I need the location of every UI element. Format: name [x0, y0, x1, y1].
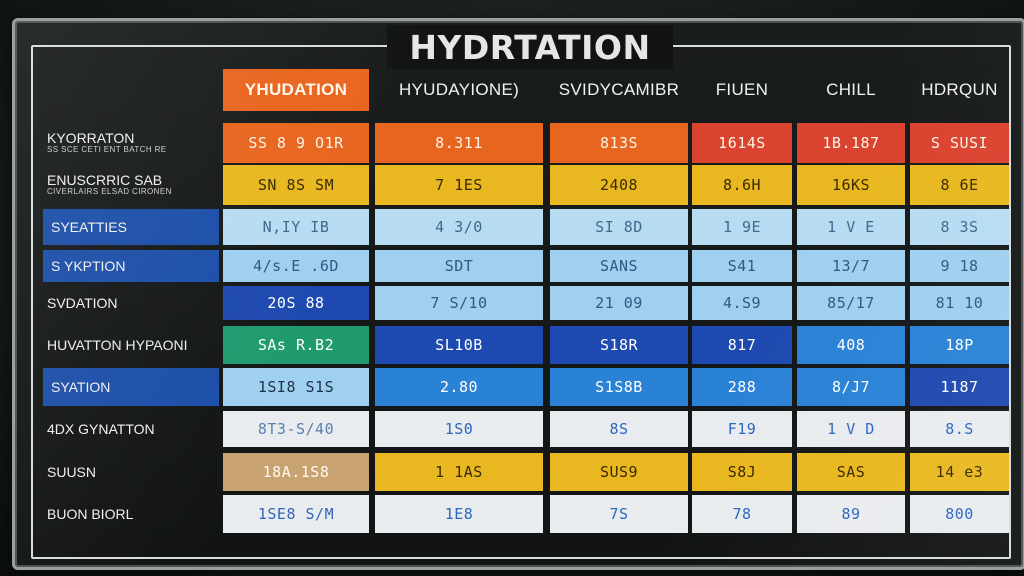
- table-cell: N,IY IB: [223, 209, 369, 245]
- table-cell: S41: [692, 250, 792, 282]
- column-header: HDRQUN: [921, 80, 998, 99]
- table-cell: 8.6H: [692, 165, 792, 205]
- row-label: SUUSN: [39, 453, 219, 491]
- table-cell: 1 V D: [797, 411, 905, 447]
- table-cell: 81 10: [910, 286, 1009, 320]
- table-cell: SAS: [797, 453, 905, 491]
- table-cell: SL10B: [375, 326, 543, 364]
- column-header: CHILL: [826, 80, 876, 99]
- row-label-text: SYATION: [51, 379, 111, 395]
- table-cell: S18R: [550, 326, 688, 364]
- row-label-text: S YKPTION: [51, 258, 126, 274]
- row-label-subtext: SS SCE CETI ENT BATCH RE: [47, 145, 167, 155]
- row-label: BUON BIORL: [39, 495, 219, 533]
- table-cell: 1187: [910, 368, 1009, 406]
- hydration-chart-board: HYDRTATION YHUDATION HYUDAYIONE) SVIDYCAMI…: [12, 18, 1024, 570]
- table-cell: 13/7: [797, 250, 905, 282]
- table-cell: 4/s.E .6D: [223, 250, 369, 282]
- row-label-text: SVDATION: [47, 295, 118, 311]
- table-cell: 1B.187: [797, 123, 905, 163]
- table-cell: SUS9: [550, 453, 688, 491]
- table-cell: 800: [910, 495, 1009, 533]
- column-header: YHUDATION: [223, 69, 369, 111]
- row-label: SYEATTIES: [43, 209, 219, 245]
- table-cell: 8/J7: [797, 368, 905, 406]
- table-cell: 1614S: [692, 123, 792, 163]
- column-header: SVIDYCAMIBR: [558, 80, 680, 99]
- row-label: SVDATION: [39, 286, 219, 320]
- table-cell: 9 18: [910, 250, 1009, 282]
- table-cell: 14 e3: [910, 453, 1009, 491]
- row-label-text: ENUSCRRIC SAB: [47, 172, 163, 189]
- table-cell: 16KS: [797, 165, 905, 205]
- table-cell: 20S 88: [223, 286, 369, 320]
- table-cell: SAs R.B2: [223, 326, 369, 364]
- table-cell: SDT: [375, 250, 543, 282]
- table-cell: 1 V E: [797, 209, 905, 245]
- table-cell: 1SE8 S/M: [223, 495, 369, 533]
- row-label: HUVATTON HYPAONI: [39, 326, 219, 364]
- row-label: KYORRATON SS SCE CETI ENT BATCH RE: [39, 123, 219, 163]
- table-cell: SI 8D: [550, 209, 688, 245]
- table-cell: 813S: [550, 123, 688, 163]
- table-cell: 85/17: [797, 286, 905, 320]
- table-cell: 1 1AS: [375, 453, 543, 491]
- table-cell: 18P: [910, 326, 1009, 364]
- table-cell: 2408: [550, 165, 688, 205]
- table-cell: F19: [692, 411, 792, 447]
- table-cell: 4 3/0: [375, 209, 543, 245]
- row-label: ENUSCRRIC SAB CIVERLAIRS ELSAD CIRONEN: [39, 165, 219, 205]
- table-cell: 8.S: [910, 411, 1009, 447]
- table-cell: 7 1ES: [375, 165, 543, 205]
- row-label-subtext: CIVERLAIRS ELSAD CIRONEN: [47, 187, 172, 197]
- table-cell: 1SI8 S1S: [223, 368, 369, 406]
- table-cell: 8.311: [375, 123, 543, 163]
- row-label: 4DX GYNATTON: [39, 411, 219, 447]
- row-label-text: HUVATTON HYPAONI: [47, 337, 188, 353]
- table-cell: 1 9E: [692, 209, 792, 245]
- table-cell: SS 8 9 O1R: [223, 123, 369, 163]
- row-label-text: SUUSN: [47, 464, 97, 480]
- table-cell: 78: [692, 495, 792, 533]
- title-plate: HYDRTATION: [387, 25, 673, 69]
- table-cell: 408: [797, 326, 905, 364]
- table-cell: 7S: [550, 495, 688, 533]
- table-cell: 817: [692, 326, 792, 364]
- table-cell: 8S: [550, 411, 688, 447]
- row-label: SYATION: [43, 368, 219, 406]
- table-cell: 8 6E: [910, 165, 1009, 205]
- table-cell: 89: [797, 495, 905, 533]
- row-label-text: KYORRATON: [47, 130, 135, 147]
- row-label-text: 4DX GYNATTON: [47, 421, 155, 437]
- table-cell: 1S0: [375, 411, 543, 447]
- table-cell: 4.S9: [692, 286, 792, 320]
- column-header: FIUEN: [715, 80, 769, 99]
- column-header: HYUDAYIONE): [398, 80, 520, 99]
- row-label-text: SYEATTIES: [51, 219, 127, 235]
- table-cell: S8J: [692, 453, 792, 491]
- table-cell: SANS: [550, 250, 688, 282]
- table-cell: 8T3-S/40: [223, 411, 369, 447]
- row-label: S YKPTION: [43, 250, 219, 282]
- table-cell: 18A.1S8: [223, 453, 369, 491]
- table-cell: 7 S/10: [375, 286, 543, 320]
- row-label-text: BUON BIORL: [47, 506, 134, 522]
- table-cell: 1E8: [375, 495, 543, 533]
- table-cell: 21 09: [550, 286, 688, 320]
- table-cell: 2.80: [375, 368, 543, 406]
- table-cell: S1S8B: [550, 368, 688, 406]
- table-cell: 8 3S: [910, 209, 1009, 245]
- table-cell: S SUSI: [910, 123, 1009, 163]
- table-cell: SN 8S SM: [223, 165, 369, 205]
- table-cell: 288: [692, 368, 792, 406]
- board-title: HYDRTATION: [409, 27, 651, 67]
